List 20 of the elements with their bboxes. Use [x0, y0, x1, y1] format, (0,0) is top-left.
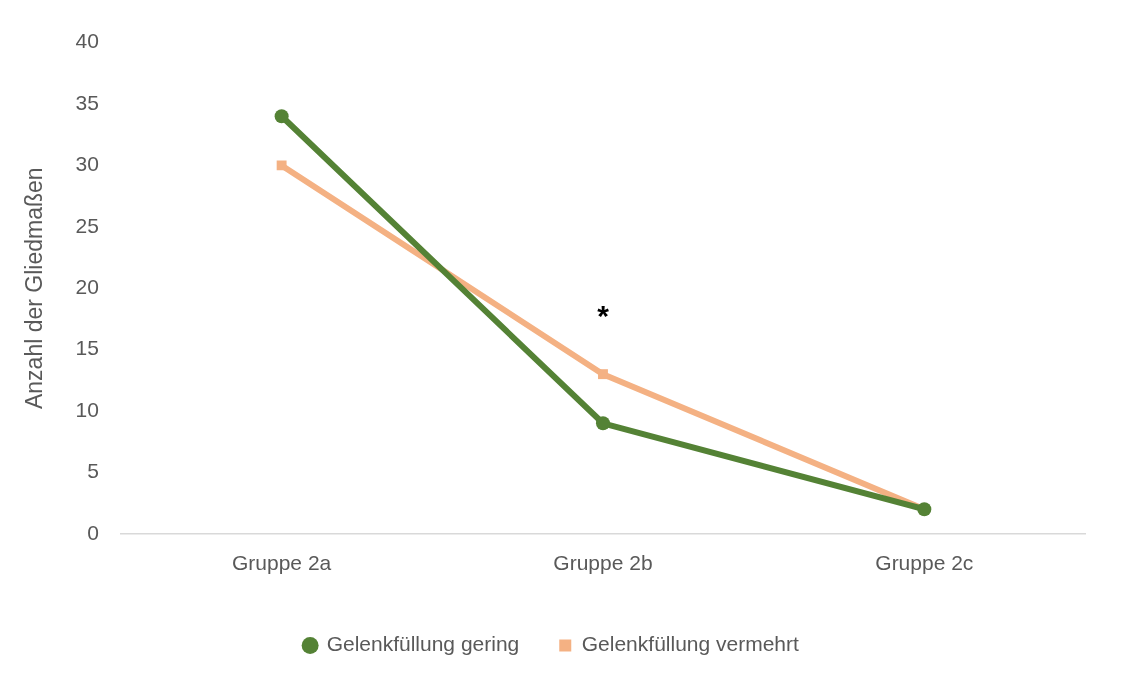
- y-axis-title: Anzahl der Gliedmaßen: [21, 167, 48, 410]
- x-tick-label: Gruppe 2a: [232, 551, 332, 575]
- point: [595, 416, 610, 431]
- x-tick-label: Gruppe 2c: [875, 551, 974, 575]
- annotation: *: [597, 298, 610, 332]
- legend-label: Gelenkfüllung vermehrt: [581, 632, 800, 656]
- x-tick-label: Gruppe 2b: [553, 551, 653, 575]
- y-tick-label: 0: [87, 520, 99, 544]
- y-tick-label: 30: [75, 152, 99, 176]
- point: [276, 160, 287, 171]
- y-tick-label: 15: [75, 336, 99, 360]
- legend-label: Gelenkfüllung gering: [326, 632, 520, 656]
- y-tick-label: 25: [75, 213, 99, 237]
- y-tick-label: 20: [75, 275, 99, 298]
- point: [274, 109, 289, 124]
- y-tick-label: 5: [87, 459, 99, 483]
- y-tick-label: 40: [75, 29, 99, 53]
- point: [598, 369, 608, 380]
- y-tick-label: 35: [75, 90, 99, 114]
- y-tick-label: 10: [75, 397, 99, 421]
